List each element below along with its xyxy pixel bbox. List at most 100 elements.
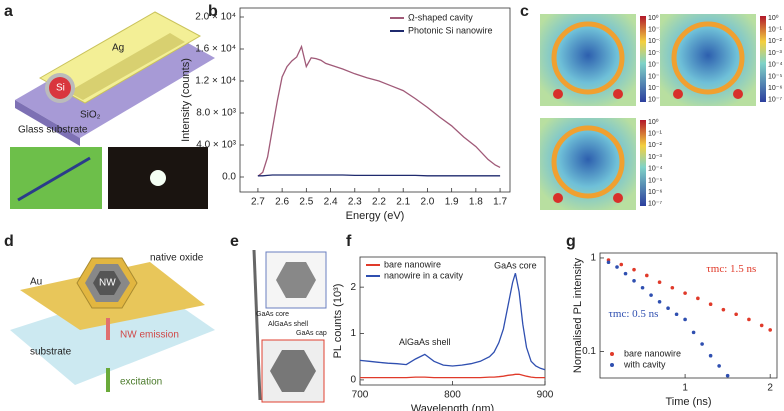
substrate-label: Glass substrate — [18, 125, 88, 136]
x-tick-label: 2 — [767, 383, 773, 394]
cavity-mode — [551, 125, 625, 199]
colorbar — [760, 16, 766, 102]
y-axis-title: Normalised PL intensity — [572, 257, 584, 373]
hot-spot — [673, 89, 683, 99]
y-tick-label: 4.0 × 10³ — [196, 140, 236, 151]
panel-a: a Si Ag SiO₂ Glass substrate — [4, 3, 215, 209]
colorbar-tick-label: 10⁻⁴ — [648, 62, 663, 69]
colorbar-tick-label: 10⁻¹ — [768, 27, 782, 34]
data-point — [606, 260, 611, 265]
plot-frame — [239, 7, 511, 193]
data-point — [734, 312, 738, 317]
colorbar-tick-label: 10⁻⁷ — [648, 201, 662, 208]
data-point — [623, 271, 628, 276]
x-tick-label: 800 — [444, 390, 461, 401]
y-tick-label: 1.6 × 10⁴ — [195, 44, 236, 55]
data-point — [708, 353, 713, 358]
x-tick-label: 1 — [682, 383, 688, 394]
y-axis-title: PL counts (10³) — [332, 284, 344, 359]
glass-edge — [15, 100, 80, 146]
legend-label: Photonic Si nanowire — [408, 25, 493, 35]
data-point — [657, 299, 662, 304]
metal-label: Au — [30, 277, 42, 288]
panel-label: a — [4, 3, 13, 20]
colorbar-tick-label: 10⁰ — [768, 14, 779, 22]
data-point — [691, 330, 696, 335]
colorbar-tick-label: 10⁰ — [648, 14, 659, 22]
legend-label: nanowire in a cavity — [384, 270, 464, 280]
hot-spot — [613, 89, 623, 99]
y-tick-label: 8.0 × 10³ — [196, 108, 236, 119]
plot-frame — [599, 252, 778, 379]
data-point — [649, 293, 653, 297]
x-tick-label: 2.2 — [372, 197, 386, 208]
legend-label: with cavity — [623, 359, 666, 369]
x-tick-label: 2.1 — [396, 197, 410, 208]
cap-label: GaAs cap — [296, 330, 327, 337]
oxide-label: native oxide — [150, 253, 204, 264]
shell-label: SiO₂ — [80, 110, 101, 121]
y-tick-label: 1.2 × 10⁴ — [195, 76, 236, 87]
annotation: AlGaAs shell — [399, 337, 451, 347]
x-axis-title: Time (ns) — [665, 396, 711, 408]
x-tick-label: 700 — [352, 390, 369, 401]
data-point — [696, 296, 700, 301]
series-line — [257, 174, 501, 177]
x-axis-title: Energy (eV) — [346, 210, 405, 222]
shell-label: AlGaAs shell — [268, 321, 309, 328]
data-point — [674, 312, 679, 317]
panel-e: e GaAs core AlGaAs shell GaAs cap — [230, 233, 327, 403]
series-line — [359, 273, 546, 371]
x-axis-title: Wavelength (nm) — [411, 403, 494, 411]
x-tick-label: 900 — [537, 390, 554, 401]
colorbar-tick-label: 10⁻³ — [648, 50, 662, 57]
colorbar — [640, 16, 646, 102]
colorbar-tick-label: 10⁻² — [648, 142, 662, 149]
core-label: GaAs core — [256, 311, 289, 318]
metal-label: Ag — [112, 43, 124, 54]
colorbar-tick-label: 10⁻⁵ — [768, 73, 782, 80]
data-point — [683, 317, 687, 322]
legend-swatch — [610, 352, 614, 356]
x-tick-label: 2.3 — [348, 197, 362, 208]
panel-label: e — [230, 233, 239, 250]
data-point — [619, 262, 624, 267]
substrate-label: substrate — [30, 347, 72, 358]
colorbar — [640, 120, 646, 206]
colorbar-tick-label: 10⁻² — [768, 38, 782, 45]
annotation: τmc: 0.5 ns — [609, 308, 659, 320]
x-tick-label: 1.9 — [445, 197, 459, 208]
nw-hex — [93, 271, 121, 295]
ag-groove — [68, 33, 185, 100]
x-tick-label: 2.4 — [324, 197, 338, 208]
panel-c: c 10⁰ 10⁻¹ 10⁻² 10⁻³ 10⁻⁴ 10⁻⁵ 10⁻⁶ 10⁻⁷ 10⁰ 10⁻¹… — [520, 3, 783, 210]
colorbar-tick-label: 10⁻⁷ — [648, 97, 662, 104]
y-tick-label: 0 — [350, 375, 356, 386]
annotation: GaAs core — [494, 261, 537, 271]
nanowire-image — [17, 156, 91, 202]
colorbar-tick-label: 10⁻¹ — [648, 131, 662, 138]
y-tick-label: 0.0 — [222, 172, 236, 183]
colorbar-tick-label: 10⁻⁶ — [648, 85, 662, 92]
colorbar-tick-label: 10⁻³ — [648, 154, 662, 161]
data-point — [759, 323, 764, 328]
data-point — [670, 285, 675, 290]
colorbar-tick-label: 10⁻⁶ — [648, 189, 662, 196]
x-tick-label: 2.5 — [299, 197, 313, 208]
panel-label: f — [346, 233, 352, 250]
legend-label: bare nanowire — [384, 259, 441, 269]
colorbar-tick-label: 10⁻¹ — [648, 27, 662, 34]
colorbar-tick-label: 10⁻² — [648, 38, 662, 45]
colorbar-tick-label: 10⁻⁵ — [648, 177, 662, 184]
top-hex — [276, 262, 316, 298]
panel-label: c — [520, 3, 529, 20]
data-point — [768, 328, 772, 332]
emission-spot — [150, 170, 166, 186]
y-tick-label: 1 — [590, 253, 596, 264]
data-point — [708, 302, 713, 307]
panel-d: d NW Au native oxide substrate NW emissi… — [4, 233, 215, 392]
emission-label: NW emission — [120, 330, 179, 341]
y-tick-label: 2 — [350, 282, 356, 293]
legend-label: bare nanowire — [624, 348, 681, 358]
